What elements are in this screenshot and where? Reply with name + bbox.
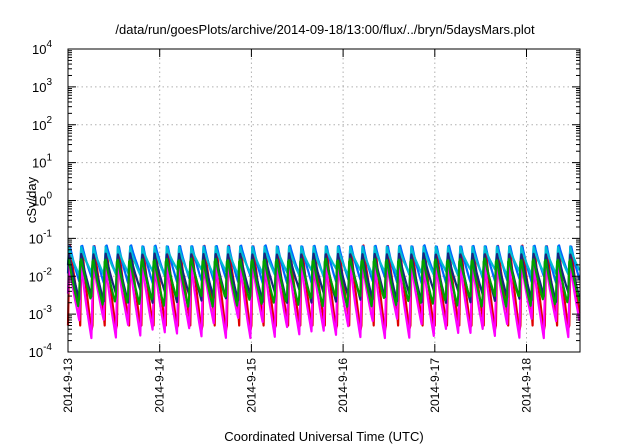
series-line bbox=[66, 260, 581, 340]
y-tick-label: 10-3 bbox=[29, 304, 53, 322]
y-tick-label: 10-1 bbox=[29, 228, 53, 246]
chart-title: /data/run/goesPlots/archive/2014-09-18/1… bbox=[115, 22, 535, 37]
y-tick-label: 10-4 bbox=[29, 342, 53, 360]
y-tick-label: 10-2 bbox=[29, 266, 53, 284]
y-axis-label: cSv/day bbox=[24, 176, 39, 223]
y-tick-label: 100 bbox=[32, 191, 52, 209]
x-tick-label: 2014-9-16 bbox=[336, 358, 350, 413]
y-tick-label: 101 bbox=[32, 153, 52, 171]
y-tick-label: 102 bbox=[32, 115, 52, 133]
y-tick-labels: 10-4 10-3 10-2 10-1 100 101 102 103 104 bbox=[29, 39, 53, 360]
x-tick-label: 2014-9-14 bbox=[153, 358, 167, 413]
x-axis-label: Coordinated Universal Time (UTC) bbox=[224, 429, 423, 444]
y-tick-label: 103 bbox=[32, 77, 52, 95]
y-tick-label: 104 bbox=[32, 39, 52, 57]
series-line bbox=[67, 257, 581, 308]
x-tick-label: 2014-9-13 bbox=[61, 358, 75, 413]
x-tick-label: 2014-9-17 bbox=[428, 358, 442, 413]
axis-ticks bbox=[67, 48, 580, 353]
series-group bbox=[66, 244, 581, 340]
x-tick-label: 2014-9-15 bbox=[244, 358, 258, 413]
x-tick-labels: 2014-9-13 2014-9-14 2014-9-15 2014-9-16 2014… bbox=[61, 358, 534, 413]
x-tick-label: 2014-9-18 bbox=[520, 358, 534, 413]
